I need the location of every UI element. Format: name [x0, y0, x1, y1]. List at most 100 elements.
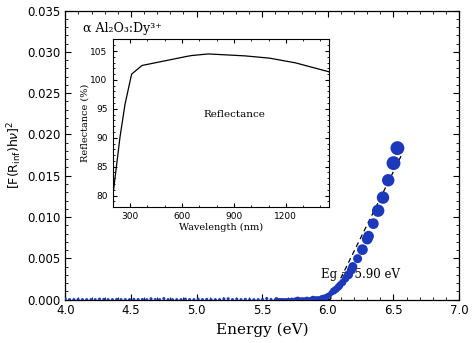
- Point: [276, 297, 284, 302]
- Point: [281, 297, 289, 303]
- Point: [393, 145, 401, 151]
- Point: [143, 297, 151, 303]
- Point: [259, 297, 266, 302]
- Point: [242, 297, 249, 302]
- Point: [339, 280, 346, 285]
- Point: [348, 267, 356, 273]
- Point: [310, 296, 317, 301]
- Point: [109, 297, 116, 303]
- Point: [220, 296, 228, 301]
- Point: [126, 297, 133, 303]
- Point: [349, 264, 356, 269]
- Text: Eg = 5.90 eV: Eg = 5.90 eV: [321, 269, 400, 282]
- Point: [62, 296, 69, 301]
- Point: [100, 297, 108, 302]
- Point: [283, 297, 291, 303]
- Text: α Al₂O₃:Dy³⁺: α Al₂O₃:Dy³⁺: [83, 22, 162, 35]
- Point: [138, 297, 146, 302]
- Point: [134, 297, 142, 302]
- Point: [130, 297, 137, 302]
- Point: [203, 297, 210, 302]
- Point: [390, 161, 397, 166]
- Point: [320, 295, 328, 300]
- Point: [303, 296, 310, 301]
- Point: [301, 297, 308, 303]
- Point: [319, 295, 327, 300]
- Point: [384, 178, 392, 183]
- Point: [328, 290, 335, 296]
- Point: [370, 221, 377, 226]
- Point: [312, 297, 320, 302]
- Point: [177, 297, 185, 303]
- Point: [237, 297, 245, 303]
- Point: [316, 297, 324, 303]
- Point: [70, 297, 78, 303]
- Point: [332, 286, 340, 292]
- Point: [164, 297, 172, 303]
- Point: [211, 297, 219, 303]
- Point: [291, 297, 299, 303]
- Point: [330, 288, 337, 294]
- Point: [91, 297, 99, 303]
- Point: [306, 297, 314, 302]
- Point: [79, 297, 86, 303]
- Point: [321, 295, 329, 300]
- Point: [194, 296, 202, 302]
- Point: [335, 284, 342, 290]
- Point: [182, 296, 189, 302]
- Point: [160, 296, 168, 301]
- Point: [313, 296, 321, 302]
- Point: [278, 297, 285, 302]
- Point: [294, 296, 301, 301]
- Point: [379, 195, 387, 200]
- Point: [207, 297, 215, 303]
- Point: [302, 297, 310, 303]
- Point: [169, 297, 176, 303]
- Point: [280, 297, 287, 303]
- Point: [298, 297, 305, 303]
- Point: [199, 297, 206, 303]
- Point: [147, 296, 155, 301]
- Point: [113, 297, 120, 302]
- Point: [117, 297, 125, 303]
- Point: [364, 236, 371, 242]
- Point: [342, 276, 349, 282]
- Point: [359, 247, 366, 252]
- Point: [336, 283, 344, 288]
- Point: [186, 297, 193, 303]
- Point: [83, 297, 91, 303]
- Point: [250, 297, 258, 303]
- Point: [156, 297, 164, 303]
- Point: [274, 297, 282, 302]
- Point: [345, 272, 352, 277]
- Point: [173, 297, 181, 303]
- Point: [152, 297, 159, 302]
- Point: [66, 297, 73, 303]
- Point: [263, 296, 271, 301]
- Point: [246, 297, 254, 303]
- Point: [104, 297, 112, 303]
- Point: [354, 256, 361, 261]
- Y-axis label: $[\mathrm{F(R_{inf})h}\nu]^{2}$: $[\mathrm{F(R_{inf})h}\nu]^{2}$: [6, 121, 24, 189]
- Point: [233, 296, 240, 302]
- Point: [288, 296, 295, 302]
- Point: [299, 297, 307, 303]
- Point: [365, 234, 373, 239]
- Point: [272, 297, 279, 303]
- Point: [284, 297, 292, 302]
- Point: [292, 297, 300, 303]
- Point: [216, 297, 223, 303]
- Point: [286, 297, 294, 303]
- Point: [255, 297, 262, 303]
- Point: [228, 297, 236, 303]
- Point: [374, 208, 382, 213]
- Point: [87, 297, 95, 303]
- Point: [311, 297, 319, 302]
- Point: [315, 297, 322, 302]
- Point: [273, 296, 281, 301]
- Point: [267, 297, 275, 302]
- Point: [325, 293, 333, 298]
- Point: [224, 296, 232, 301]
- Point: [290, 297, 297, 303]
- Point: [74, 297, 82, 302]
